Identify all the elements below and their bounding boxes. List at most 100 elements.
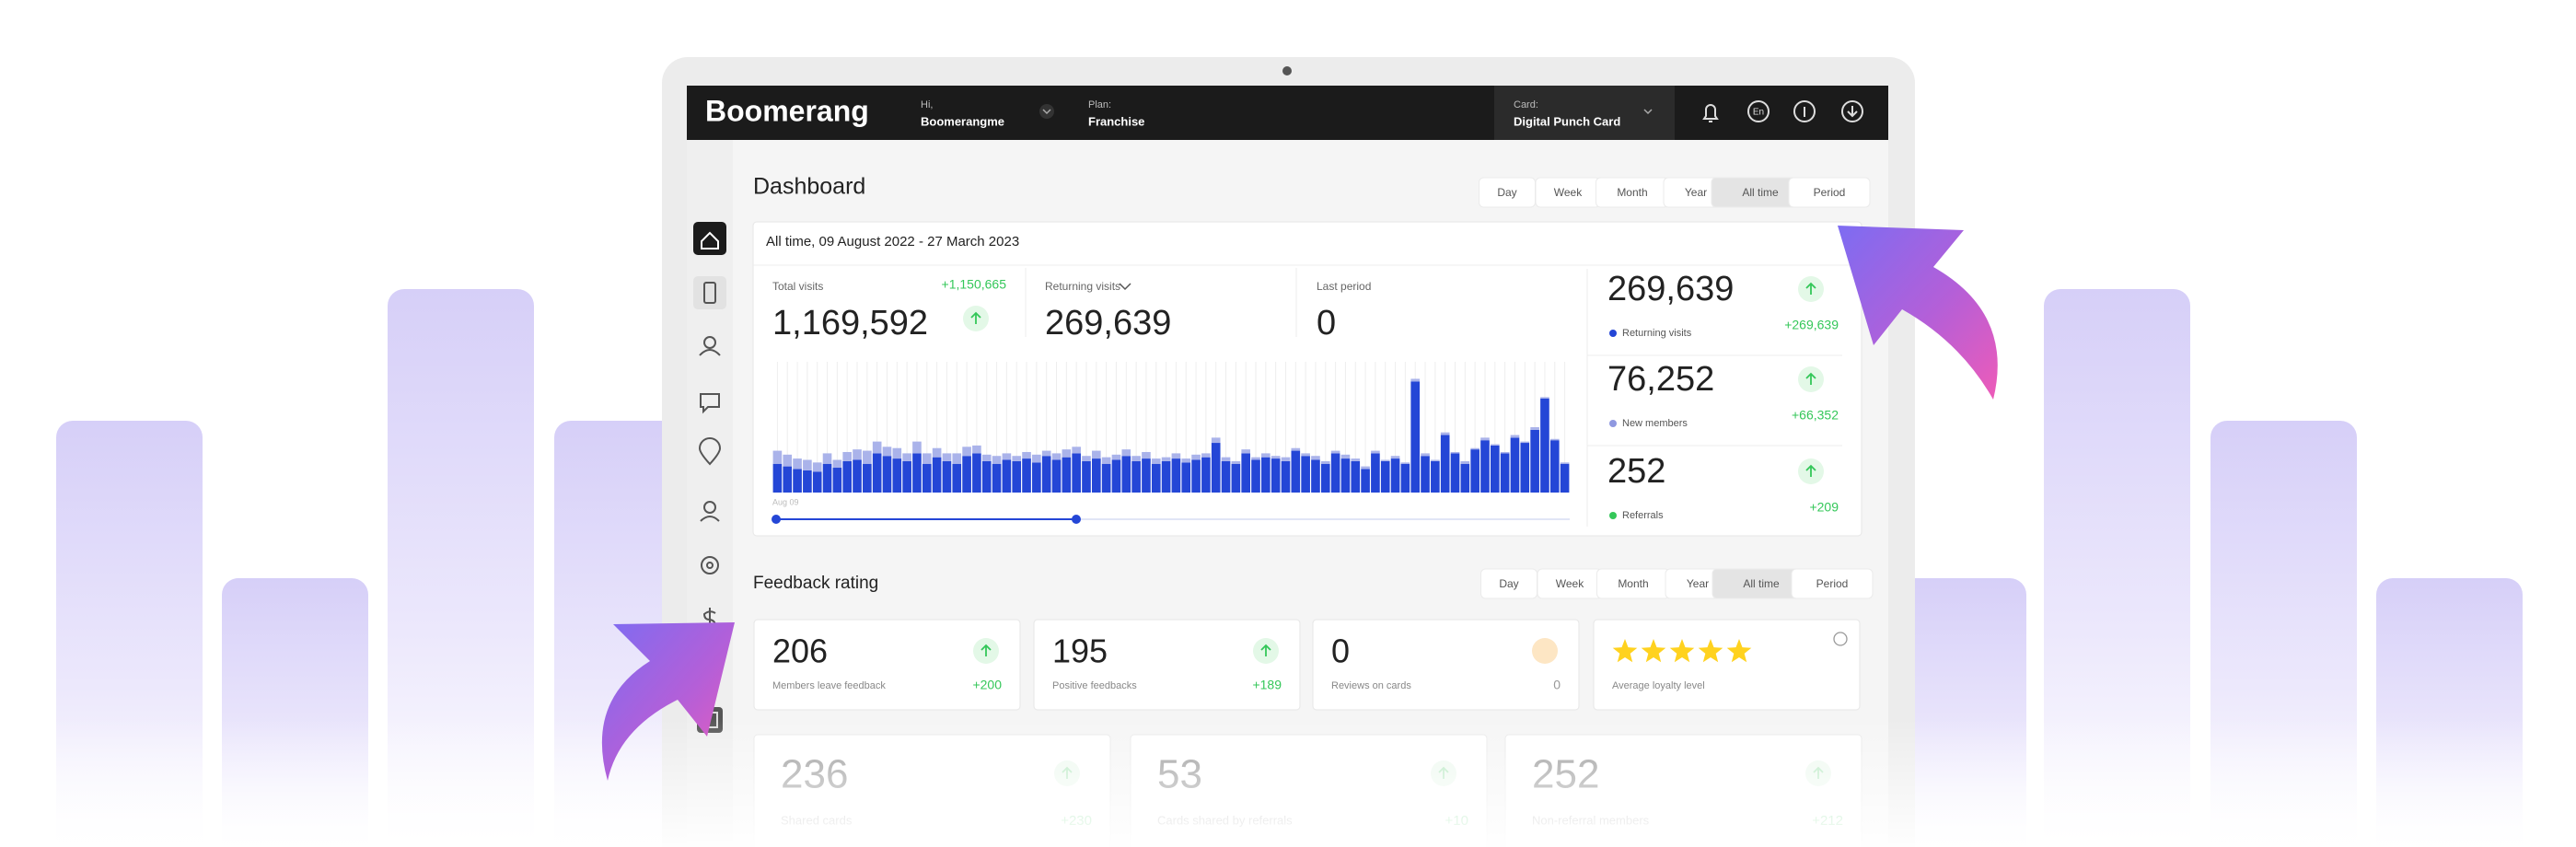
members-icon-body: [699, 349, 721, 356]
bar-segment: [1121, 456, 1131, 493]
slider-handle[interactable]: [772, 515, 781, 524]
info-icon[interactable]: [1833, 632, 1848, 646]
bar-segment: [1241, 453, 1250, 493]
card-icon[interactable]: [703, 282, 716, 304]
members-icon[interactable]: [703, 336, 716, 349]
settings-icon[interactable]: [701, 556, 719, 574]
bar-segment: [1540, 397, 1549, 399]
download-button[interactable]: [1841, 100, 1863, 122]
bar-segment: [912, 441, 922, 454]
feedback-delta: +189: [1252, 678, 1282, 692]
card-name[interactable]: Digital Punch Card: [1514, 114, 1620, 128]
language-button[interactable]: [1747, 100, 1770, 122]
feedback-card: [1593, 619, 1861, 711]
period-label[interactable]: Period: [1814, 186, 1846, 199]
feedback-title: Feedback rating: [753, 574, 878, 593]
bar-segment: [1251, 459, 1260, 493]
bar-segment: [892, 447, 902, 459]
bar-segment: [872, 453, 882, 493]
bar-segment: [1022, 451, 1031, 459]
slider-handle[interactable]: [1072, 515, 1081, 524]
bar-segment: [1131, 460, 1141, 493]
bar-segment: [1151, 458, 1161, 464]
sidebar-hover[interactable]: [693, 276, 726, 309]
bar-segment: [972, 453, 981, 493]
user-name[interactable]: Boomerangme: [921, 114, 1004, 128]
home-icon[interactable]: [701, 231, 719, 249]
period-label[interactable]: Period: [1816, 577, 1849, 590]
bar-segment: [832, 468, 842, 493]
bar-segment: [1440, 435, 1450, 493]
side-value: 76,252: [1607, 360, 1714, 399]
star: [1698, 639, 1723, 663]
period-button[interactable]: [1788, 177, 1871, 208]
bar-segment: [1191, 454, 1201, 460]
bar-segment: [772, 450, 783, 464]
period-label[interactable]: Week: [1554, 186, 1583, 199]
bar-segment: [1161, 457, 1171, 461]
period-label[interactable]: Day: [1499, 577, 1518, 590]
card-selector[interactable]: [1494, 86, 1675, 140]
user-icon[interactable]: [703, 501, 716, 514]
user-icon-body: [700, 516, 720, 522]
period-label[interactable]: Week: [1556, 577, 1584, 590]
bar-segment: [1340, 454, 1351, 459]
bar-segment: [1330, 450, 1340, 454]
period-label[interactable]: Month: [1617, 186, 1647, 199]
period-label[interactable]: Year: [1685, 186, 1707, 199]
stat-dropdown[interactable]: [1119, 283, 1131, 291]
period-label[interactable]: Month: [1618, 577, 1648, 590]
bar-segment: [952, 463, 962, 493]
bar-segment: [1371, 450, 1380, 454]
sidebar-active[interactable]: [693, 222, 726, 255]
location-icon[interactable]: [698, 437, 722, 466]
bar-segment: [1400, 462, 1410, 464]
bar-segment: [1491, 445, 1500, 493]
info-button[interactable]: [1793, 100, 1816, 122]
bar-segment: [1460, 460, 1470, 464]
bar-segment: [1450, 451, 1460, 454]
period-label[interactable]: All time: [1742, 186, 1779, 199]
bell-icon[interactable]: [1702, 104, 1719, 122]
star: [1612, 639, 1638, 663]
bar-segment: [1530, 427, 1539, 430]
bar-segment: [803, 470, 812, 493]
period-button[interactable]: [1791, 568, 1874, 599]
period-label[interactable]: All time: [1743, 577, 1780, 590]
bar-segment: [1062, 457, 1072, 493]
bar-segment: [992, 463, 1002, 493]
user-dropdown[interactable]: [1039, 104, 1054, 119]
bar-segment: [853, 449, 862, 460]
chevron: [1042, 109, 1051, 115]
bar-segment: [1421, 453, 1430, 457]
language[interactable]: En: [1753, 108, 1764, 118]
bar-segment: [1500, 451, 1510, 454]
arrow-decoration: [1838, 226, 1998, 400]
bar-segment: [962, 456, 971, 493]
logo[interactable]: Boomerang: [705, 94, 869, 127]
overlay: [0, 226, 2576, 847]
bar-segment: [783, 454, 793, 467]
bar-segment: [863, 450, 872, 464]
bar-segment: [1330, 453, 1340, 493]
period-label[interactable]: Day: [1497, 186, 1516, 199]
bar-segment: [1171, 453, 1181, 459]
bar-segment: [822, 463, 832, 493]
bar-segment: [1022, 458, 1031, 493]
chat-icon[interactable]: [700, 393, 720, 414]
bar-segment: [1281, 457, 1291, 461]
side-delta: +209: [1809, 500, 1839, 515]
period-label[interactable]: Year: [1687, 577, 1709, 590]
card-chevron[interactable]: [1643, 109, 1653, 115]
bar-segment: [1340, 458, 1351, 493]
bar-segment: [1480, 437, 1490, 441]
bar-segment: [1491, 444, 1500, 446]
bar-segment: [1111, 459, 1121, 493]
legend-dot: [1609, 512, 1617, 519]
bar-segment: [1410, 381, 1421, 493]
bar-segment: [812, 462, 822, 472]
bar-segment: [1431, 459, 1440, 461]
nav-icons: [1702, 100, 1863, 122]
bar-segment: [1291, 447, 1301, 451]
side-label: Returning visits: [1622, 328, 1692, 339]
